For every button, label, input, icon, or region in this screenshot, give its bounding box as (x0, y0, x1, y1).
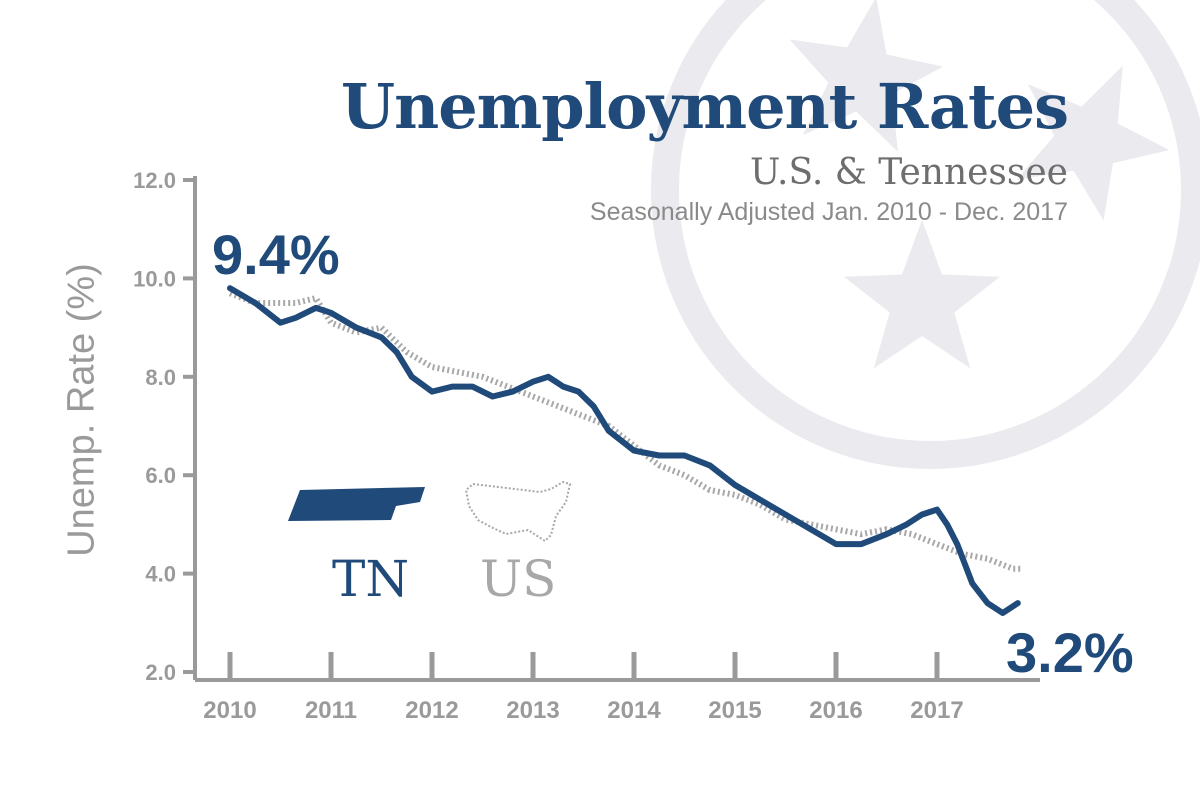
y-axis-ticks: 2.0 4.0 6.0 8.0 10.0 12.0 (133, 168, 195, 685)
series-us-line (228, 290, 1023, 572)
x-tick-label: 2015 (708, 697, 761, 724)
x-tick-label: 2011 (305, 697, 357, 724)
start-value-callout: 9.4% (212, 223, 340, 286)
series-tn-line (227, 285, 1021, 616)
y-axis-label: Unemp. Rate (%) (60, 263, 103, 557)
tennessee-state-icon (288, 487, 425, 521)
chart-subtitle: U.S. & Tennessee (750, 152, 1068, 193)
legend-label-tn: TN (332, 550, 410, 608)
y-tick-label: 2.0 (145, 660, 176, 685)
x-tick-label: 2017 (910, 697, 963, 724)
end-value-callout: 3.2% (1006, 621, 1134, 684)
x-tick-label: 2013 (506, 697, 559, 724)
chart-title: Unemployment Rates (341, 70, 1069, 143)
emblem-star-icon (844, 220, 1000, 369)
x-tick-label: 2014 (607, 697, 661, 724)
legend-label-us: US (480, 550, 557, 608)
x-tick-label: 2016 (809, 697, 862, 724)
emblem-star-icon (789, 0, 944, 152)
y-tick-label: 4.0 (145, 562, 176, 587)
y-tick-label: 8.0 (145, 365, 176, 390)
y-tick-label: 12.0 (133, 168, 176, 193)
x-tick-label: 2010 (203, 697, 256, 724)
y-tick-label: 6.0 (145, 463, 176, 488)
x-tick-label: 2012 (405, 697, 458, 724)
usa-map-icon (464, 480, 572, 543)
tennessee-tri-star-icon (651, 0, 1200, 469)
y-tick-label: 10.0 (133, 266, 176, 291)
chart-note: Seasonally Adjusted Jan. 2010 - Dec. 201… (589, 198, 1068, 226)
x-axis-ticks: 2010 2011 2012 2013 2014 2015 2016 2017 (203, 652, 964, 724)
emblem-star-icon (1016, 65, 1170, 221)
